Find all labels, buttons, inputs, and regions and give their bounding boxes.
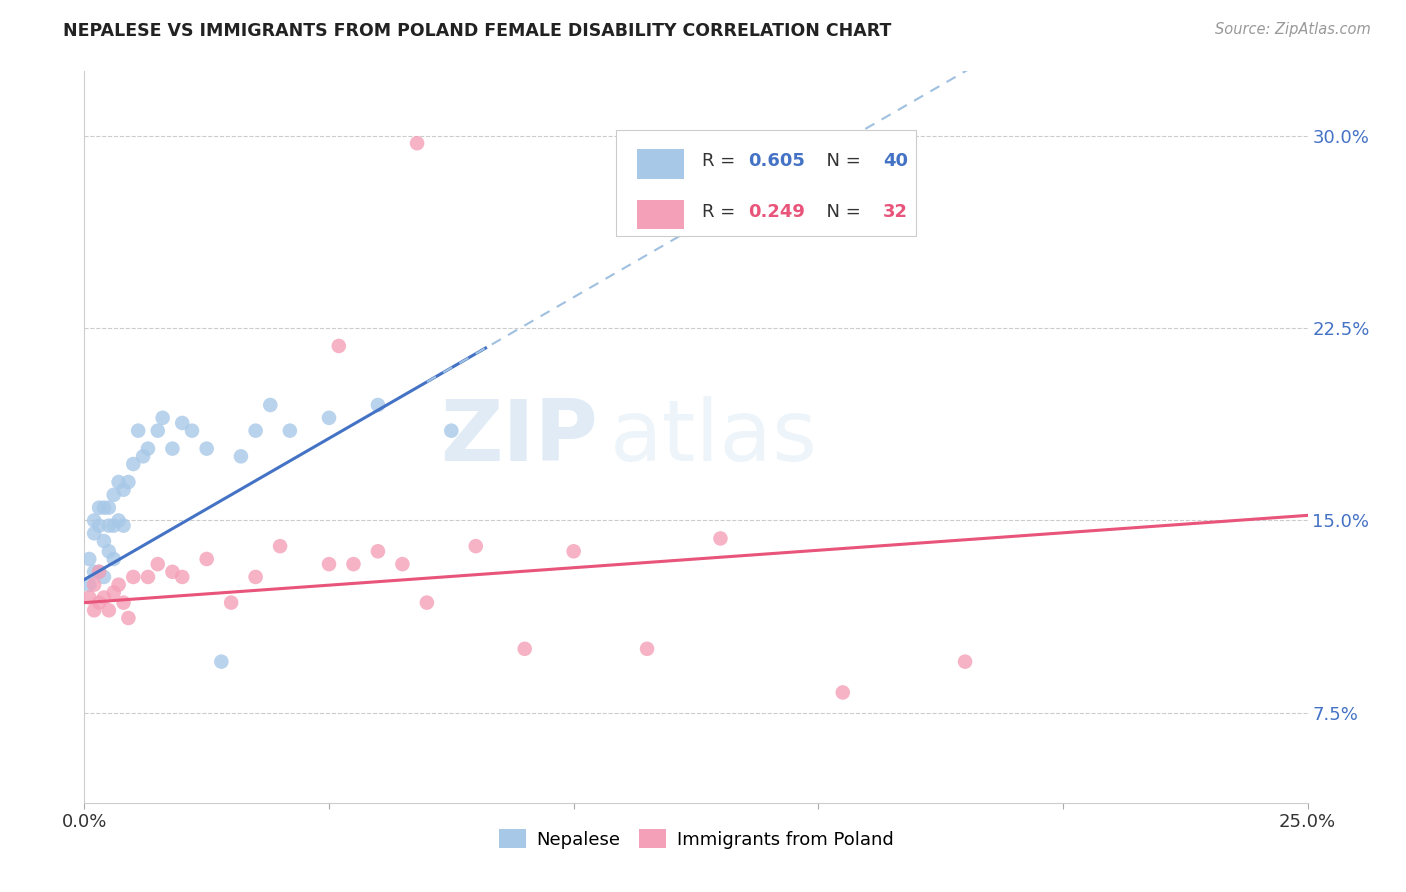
Text: R =: R = [702, 202, 741, 221]
Point [152, 410, 174, 425]
Point [278, 424, 301, 438]
Point [831, 685, 853, 699]
Point [636, 641, 658, 656]
Text: 0.249: 0.249 [748, 202, 806, 221]
Point [93, 534, 115, 549]
Point [391, 557, 413, 571]
Point [87, 565, 110, 579]
Text: NEPALESE VS IMMIGRANTS FROM POLAND FEMALE DISABILITY CORRELATION CHART: NEPALESE VS IMMIGRANTS FROM POLAND FEMAL… [63, 22, 891, 40]
Point [416, 596, 439, 610]
Point [464, 539, 486, 553]
Point [162, 442, 184, 456]
Point [172, 570, 194, 584]
Point [103, 585, 125, 599]
Point [229, 450, 252, 464]
Text: 0.605: 0.605 [748, 153, 806, 170]
Point [132, 450, 155, 464]
Point [77, 577, 100, 591]
Point [117, 475, 139, 489]
Point [146, 424, 169, 438]
Text: atlas: atlas [610, 395, 818, 479]
Point [440, 424, 463, 438]
Point [112, 483, 135, 497]
Point [318, 410, 340, 425]
Point [83, 603, 105, 617]
FancyBboxPatch shape [637, 200, 683, 229]
Point [103, 518, 125, 533]
Point [245, 424, 267, 438]
Point [209, 655, 232, 669]
Point [97, 544, 120, 558]
Point [97, 518, 120, 533]
Point [107, 514, 129, 528]
Point [83, 565, 105, 579]
Point [367, 544, 389, 558]
Text: N =: N = [814, 202, 866, 221]
Text: R =: R = [702, 153, 741, 170]
Point [245, 570, 267, 584]
Point [93, 500, 115, 515]
Point [162, 565, 184, 579]
Point [87, 596, 110, 610]
Point [122, 457, 145, 471]
Text: Source: ZipAtlas.com: Source: ZipAtlas.com [1215, 22, 1371, 37]
Point [112, 596, 135, 610]
Point [219, 596, 242, 610]
Text: 32: 32 [883, 202, 908, 221]
Point [146, 557, 169, 571]
Point [83, 577, 105, 591]
Point [117, 611, 139, 625]
Point [112, 518, 135, 533]
Text: 40: 40 [883, 153, 908, 170]
FancyBboxPatch shape [637, 149, 683, 179]
Point [328, 339, 350, 353]
Point [122, 570, 145, 584]
Point [93, 591, 115, 605]
Point [107, 577, 129, 591]
Point [97, 603, 120, 617]
Point [97, 500, 120, 515]
Point [93, 570, 115, 584]
Point [83, 526, 105, 541]
Point [953, 655, 976, 669]
Point [709, 532, 731, 546]
Text: N =: N = [814, 153, 866, 170]
Point [269, 539, 291, 553]
Point [172, 416, 194, 430]
Point [127, 424, 149, 438]
Point [318, 557, 340, 571]
Point [103, 552, 125, 566]
Point [87, 518, 110, 533]
Point [195, 552, 218, 566]
Point [406, 136, 429, 151]
FancyBboxPatch shape [616, 130, 917, 235]
Point [259, 398, 281, 412]
Point [195, 442, 218, 456]
Point [77, 552, 100, 566]
Point [181, 424, 204, 438]
Point [77, 591, 100, 605]
Point [103, 488, 125, 502]
Point [136, 442, 159, 456]
Text: ZIP: ZIP [440, 395, 598, 479]
Point [136, 570, 159, 584]
Legend: Nepalese, Immigrants from Poland: Nepalese, Immigrants from Poland [492, 822, 900, 856]
Point [562, 544, 585, 558]
Point [87, 500, 110, 515]
Point [83, 514, 105, 528]
Point [87, 565, 110, 579]
Point [513, 641, 536, 656]
Point [367, 398, 389, 412]
Point [342, 557, 364, 571]
Point [107, 475, 129, 489]
